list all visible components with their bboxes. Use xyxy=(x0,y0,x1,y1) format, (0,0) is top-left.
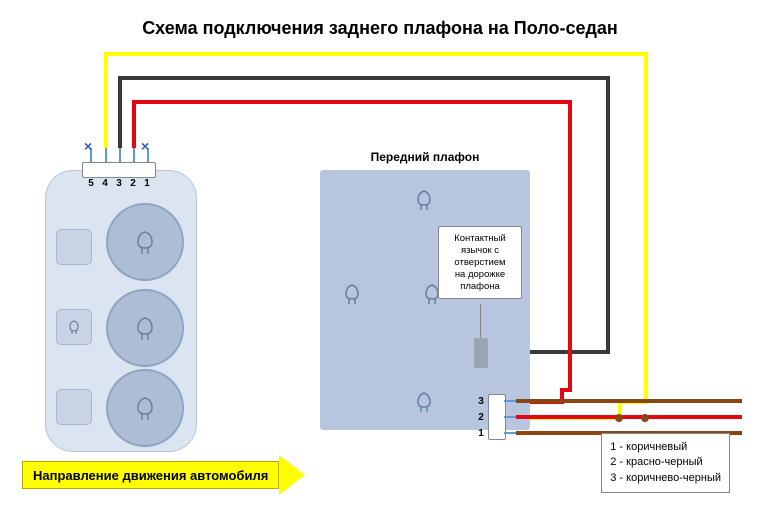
rear-small-3 xyxy=(56,389,92,425)
rear-pin-label-5: 5 xyxy=(86,178,96,189)
wire-black-up xyxy=(118,76,122,148)
rear-pin-label-4: 4 xyxy=(100,178,110,189)
direction-arrow: Направление движения автомобиля xyxy=(22,459,305,491)
front-pin-label-1: 1 xyxy=(476,428,486,439)
wire-legend: 1 - коричневый 2 - красно-черный 3 - кор… xyxy=(601,433,730,493)
bulb-icon xyxy=(131,394,159,422)
junction-node-1 xyxy=(615,414,623,422)
wire-yellow-up xyxy=(104,52,108,148)
rear-pin3-stub xyxy=(119,148,121,162)
arrow-head-icon xyxy=(279,455,305,495)
legend-t3: коричнево-черный xyxy=(626,472,721,484)
legend-row-1: 1 - коричневый xyxy=(610,440,721,455)
wire-black-right xyxy=(606,76,610,354)
rear-pin-label-1: 1 xyxy=(142,178,152,189)
rear-pin-label-3: 3 xyxy=(114,178,124,189)
rear-pin-label-2: 2 xyxy=(128,178,138,189)
bulb-icon xyxy=(412,390,436,414)
front-plafon-label: Передний плафон xyxy=(320,150,530,164)
direction-arrow-label: Направление движения автомобиля xyxy=(22,461,279,489)
rear-pin1-x: × xyxy=(141,138,149,154)
front-pin3-stub xyxy=(504,400,516,402)
bulb-icon xyxy=(131,314,159,342)
rear-lamp-2 xyxy=(106,289,184,367)
rear-lamp-1 xyxy=(106,203,184,281)
legend-n3: 3 xyxy=(610,472,616,484)
rear-small-2 xyxy=(56,309,92,345)
wire-out-3 xyxy=(516,399,742,403)
wire-red-top xyxy=(132,100,572,104)
bulb-icon xyxy=(65,318,83,336)
wire-yellow-top xyxy=(104,52,648,56)
legend-t2: красно-черный xyxy=(626,456,703,468)
wire-red-right xyxy=(568,100,572,392)
front-pin1-stub xyxy=(504,432,516,434)
legend-t1: коричневый xyxy=(626,441,687,453)
wire-black-top xyxy=(118,76,610,80)
front-pin-label-2: 2 xyxy=(476,412,486,423)
contact-tab xyxy=(474,338,488,368)
rear-small-1 xyxy=(56,229,92,265)
legend-n2: 2 xyxy=(610,456,616,468)
front-pin2-stub xyxy=(504,416,516,418)
legend-row-3: 3 - коричнево-черный xyxy=(610,471,721,486)
bulb-icon xyxy=(131,228,159,256)
rear-connector xyxy=(82,162,156,178)
wire-out-2 xyxy=(516,415,742,419)
contact-note-box: Контактный язычок с отверстием на дорожк… xyxy=(438,226,522,299)
legend-n1: 1 xyxy=(610,441,616,453)
legend-row-2: 2 - красно-черный xyxy=(610,455,721,470)
contact-note-text: Контактный язычок с отверстием на дорожк… xyxy=(454,233,506,292)
rear-lamp-3 xyxy=(106,369,184,447)
rear-pin2-stub xyxy=(133,148,135,162)
rear-plafon-unit xyxy=(45,170,197,452)
wire-red-up xyxy=(132,100,136,148)
bulb-icon xyxy=(340,282,364,306)
bulb-icon xyxy=(412,188,436,212)
diagram-title: Схема подключения заднего плафона на Пол… xyxy=(0,18,760,39)
wire-yellow-right xyxy=(644,52,648,404)
rear-pin4-stub xyxy=(105,148,107,162)
front-plafon-unit: Передний плафон Контактный язычок с отве… xyxy=(320,170,530,430)
contact-leader-line xyxy=(480,304,481,338)
junction-node-2 xyxy=(641,414,649,422)
rear-pin5-x: × xyxy=(84,138,92,154)
front-pin-label-3: 3 xyxy=(476,396,486,407)
